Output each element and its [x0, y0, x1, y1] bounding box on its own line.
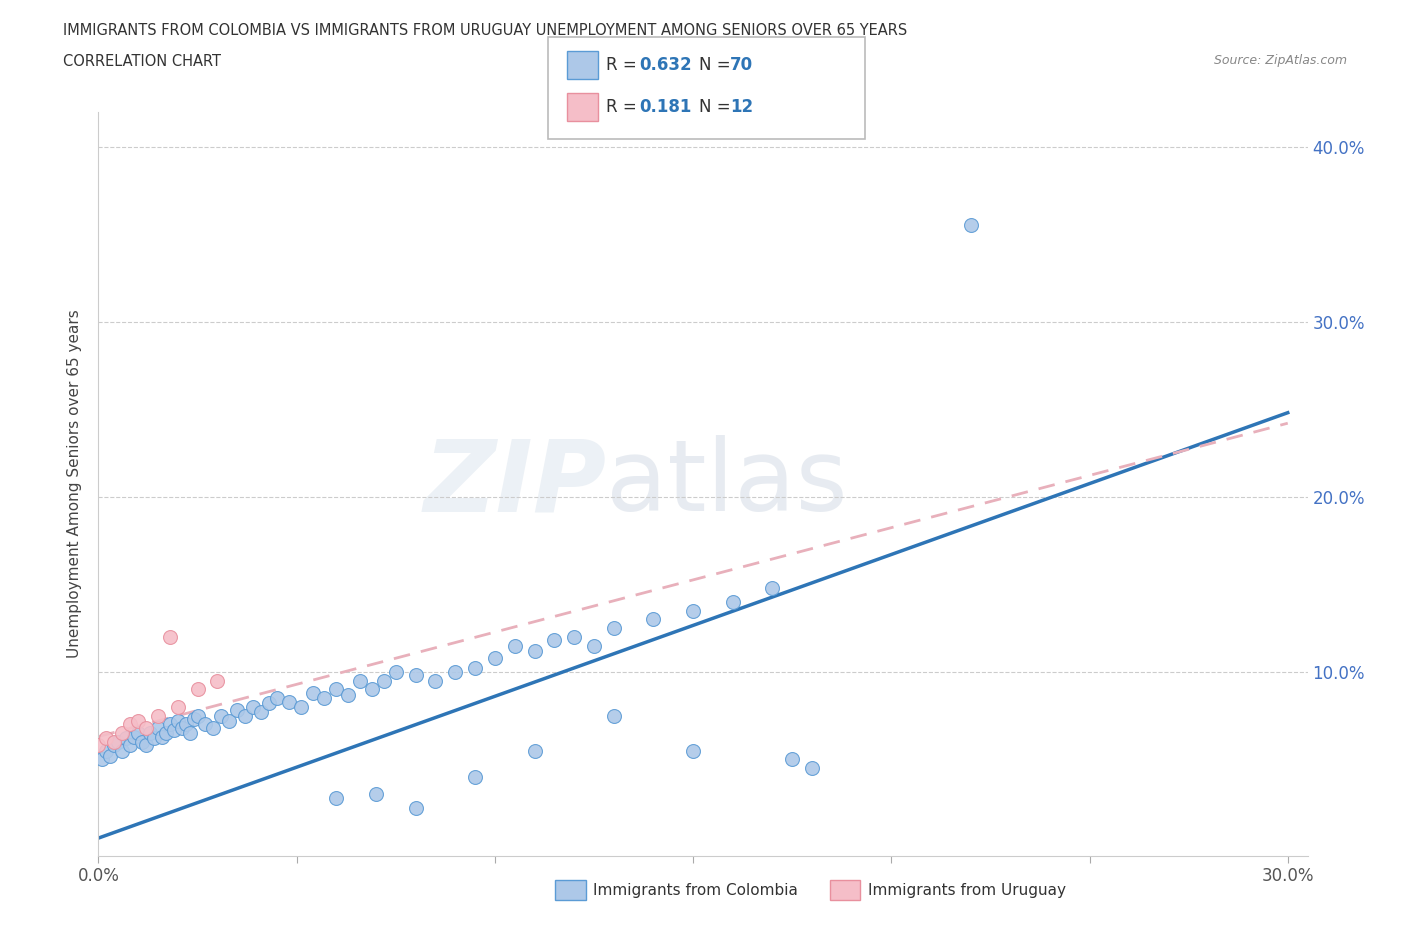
Point	[150, 729, 173, 744]
Point	[179, 725, 201, 740]
Point	[562, 630, 585, 644]
Point	[503, 638, 526, 653]
Point	[120, 717, 142, 732]
Point	[290, 699, 312, 714]
Point	[643, 612, 665, 627]
Y-axis label: Unemployment Among Seniors over 65 years: Unemployment Among Seniors over 65 years	[67, 309, 83, 658]
Point	[959, 218, 981, 232]
Point	[233, 708, 256, 723]
Point	[194, 717, 217, 732]
Point	[405, 801, 427, 816]
Point	[349, 673, 371, 688]
Text: N =: N =	[699, 98, 741, 116]
Point	[103, 735, 125, 750]
Point	[484, 650, 506, 665]
Point	[127, 725, 149, 740]
Point	[96, 743, 118, 758]
Point	[384, 664, 406, 679]
Point	[543, 632, 565, 647]
Point	[523, 644, 546, 658]
Point	[155, 725, 177, 740]
Text: Immigrants from Uruguay: Immigrants from Uruguay	[868, 883, 1066, 897]
Point	[96, 731, 118, 746]
Point	[131, 735, 153, 750]
Point	[166, 699, 188, 714]
Point	[135, 721, 157, 736]
Point	[257, 696, 280, 711]
Text: 12: 12	[730, 98, 752, 116]
Point	[266, 691, 288, 706]
Point	[582, 638, 605, 653]
Point	[91, 751, 114, 766]
Point	[425, 673, 447, 688]
Point	[170, 721, 193, 736]
Point	[115, 731, 138, 746]
Point	[444, 664, 467, 679]
Point	[103, 737, 125, 752]
Point	[146, 708, 169, 723]
Text: R =: R =	[606, 98, 647, 116]
Point	[761, 580, 783, 595]
Text: N =: N =	[699, 56, 735, 74]
Point	[801, 761, 824, 776]
Point	[405, 668, 427, 683]
Point	[111, 743, 134, 758]
Point	[122, 729, 145, 744]
Text: atlas: atlas	[606, 435, 848, 532]
Point	[142, 731, 165, 746]
Point	[364, 787, 387, 802]
Point	[373, 673, 395, 688]
Point	[183, 711, 205, 726]
Point	[186, 682, 208, 697]
Point	[107, 735, 129, 750]
Point	[301, 685, 323, 700]
Text: R =: R =	[606, 56, 643, 74]
Point	[682, 603, 704, 618]
Text: 70: 70	[730, 56, 752, 74]
Point	[242, 699, 264, 714]
Point	[721, 594, 744, 609]
Point	[207, 673, 229, 688]
Point	[226, 703, 249, 718]
Point	[98, 749, 121, 764]
Point	[87, 737, 110, 752]
Text: 0.632: 0.632	[640, 56, 692, 74]
Point	[127, 713, 149, 728]
Point	[325, 682, 347, 697]
Point	[135, 737, 157, 752]
Text: 0.181: 0.181	[640, 98, 692, 116]
Point	[166, 713, 188, 728]
Point	[603, 620, 626, 635]
Text: IMMIGRANTS FROM COLOMBIA VS IMMIGRANTS FROM URUGUAY UNEMPLOYMENT AMONG SENIORS O: IMMIGRANTS FROM COLOMBIA VS IMMIGRANTS F…	[63, 23, 907, 38]
Point	[159, 630, 181, 644]
Point	[361, 682, 384, 697]
Point	[146, 721, 169, 736]
Text: ZIP: ZIP	[423, 435, 606, 532]
Point	[325, 790, 347, 805]
Point	[139, 725, 162, 740]
Point	[186, 708, 208, 723]
Point	[159, 717, 181, 732]
Point	[523, 743, 546, 758]
Point	[209, 708, 232, 723]
Point	[218, 713, 240, 728]
Point	[464, 661, 486, 676]
Point	[337, 687, 360, 702]
Point	[314, 691, 336, 706]
Point	[120, 737, 142, 752]
Text: CORRELATION CHART: CORRELATION CHART	[63, 54, 221, 69]
Point	[682, 743, 704, 758]
Text: Immigrants from Colombia: Immigrants from Colombia	[593, 883, 799, 897]
Point	[250, 705, 273, 720]
Text: Source: ZipAtlas.com: Source: ZipAtlas.com	[1213, 54, 1347, 67]
Point	[277, 694, 299, 709]
Point	[780, 751, 803, 766]
Point	[174, 717, 197, 732]
Point	[464, 769, 486, 784]
Point	[111, 725, 134, 740]
Point	[202, 721, 225, 736]
Point	[163, 722, 186, 737]
Point	[603, 708, 626, 723]
